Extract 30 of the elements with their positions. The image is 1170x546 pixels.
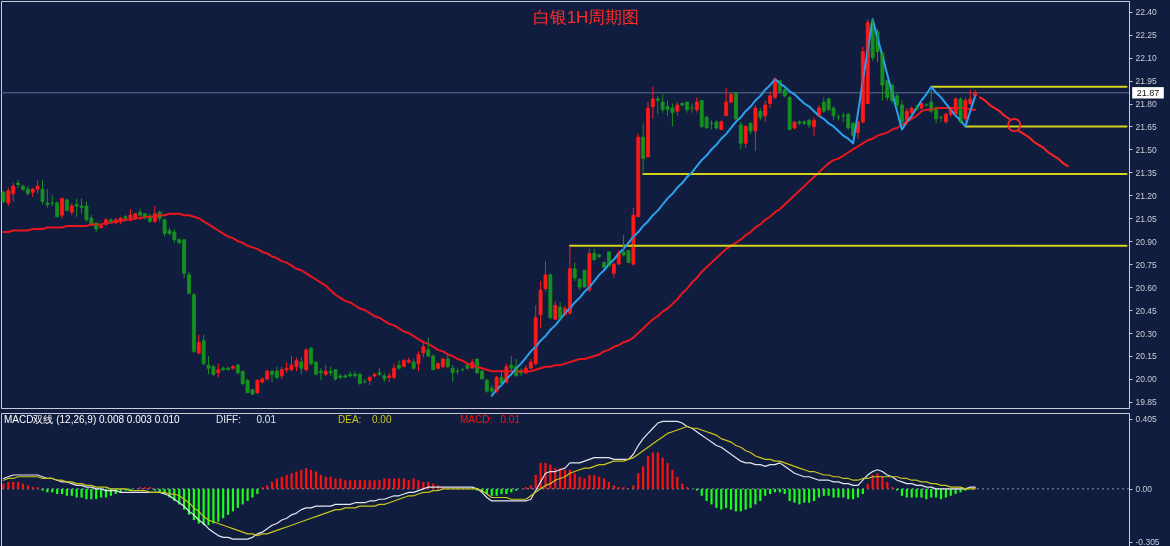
- y-tick-label: 20.00: [1135, 374, 1158, 385]
- ref-line-label: 21.87: [1136, 87, 1160, 98]
- y-tick-label: 21.05: [1135, 213, 1158, 224]
- y-tick-label: 20.30: [1135, 328, 1158, 339]
- y-tick-label: 22.25: [1135, 30, 1158, 41]
- y-tick-label: 22.40: [1135, 7, 1158, 18]
- y-tick-label: 22.10: [1135, 53, 1158, 64]
- y-tick-label: 20.90: [1135, 236, 1158, 247]
- y-tick-label: 21.50: [1135, 144, 1158, 155]
- y-tick-label: 20.75: [1135, 259, 1158, 270]
- annotation: 0.01: [256, 414, 277, 425]
- text: DEA:: [338, 414, 362, 425]
- y-tick-label: 21.20: [1135, 190, 1158, 201]
- text: MACD:: [460, 414, 493, 425]
- annotation: 0.01: [500, 414, 521, 425]
- y-tick-label: 20.60: [1135, 282, 1158, 293]
- y-tick-label: 21.80: [1135, 99, 1158, 110]
- text: DIFF:: [216, 414, 241, 425]
- annotation: 0.00: [372, 414, 392, 425]
- annotation: MACD双线 (12,26,9) 0.008 0.003 0.010: [4, 414, 181, 425]
- y-tick-label: -0.305: [1135, 537, 1160, 546]
- y-tick-label: 0.405: [1135, 414, 1158, 425]
- y-tick-label: 20.45: [1135, 305, 1158, 316]
- y-tick-label: 0.00: [1135, 484, 1153, 495]
- y-tick-label: 21.95: [1135, 76, 1158, 87]
- chart-title: 白银1H周期图: [532, 8, 640, 27]
- y-tick-label: 19.85: [1135, 397, 1158, 408]
- y-tick-label: 21.35: [1135, 167, 1158, 178]
- y-tick-label: 21.65: [1135, 121, 1158, 132]
- y-tick-label: 20.15: [1135, 351, 1158, 362]
